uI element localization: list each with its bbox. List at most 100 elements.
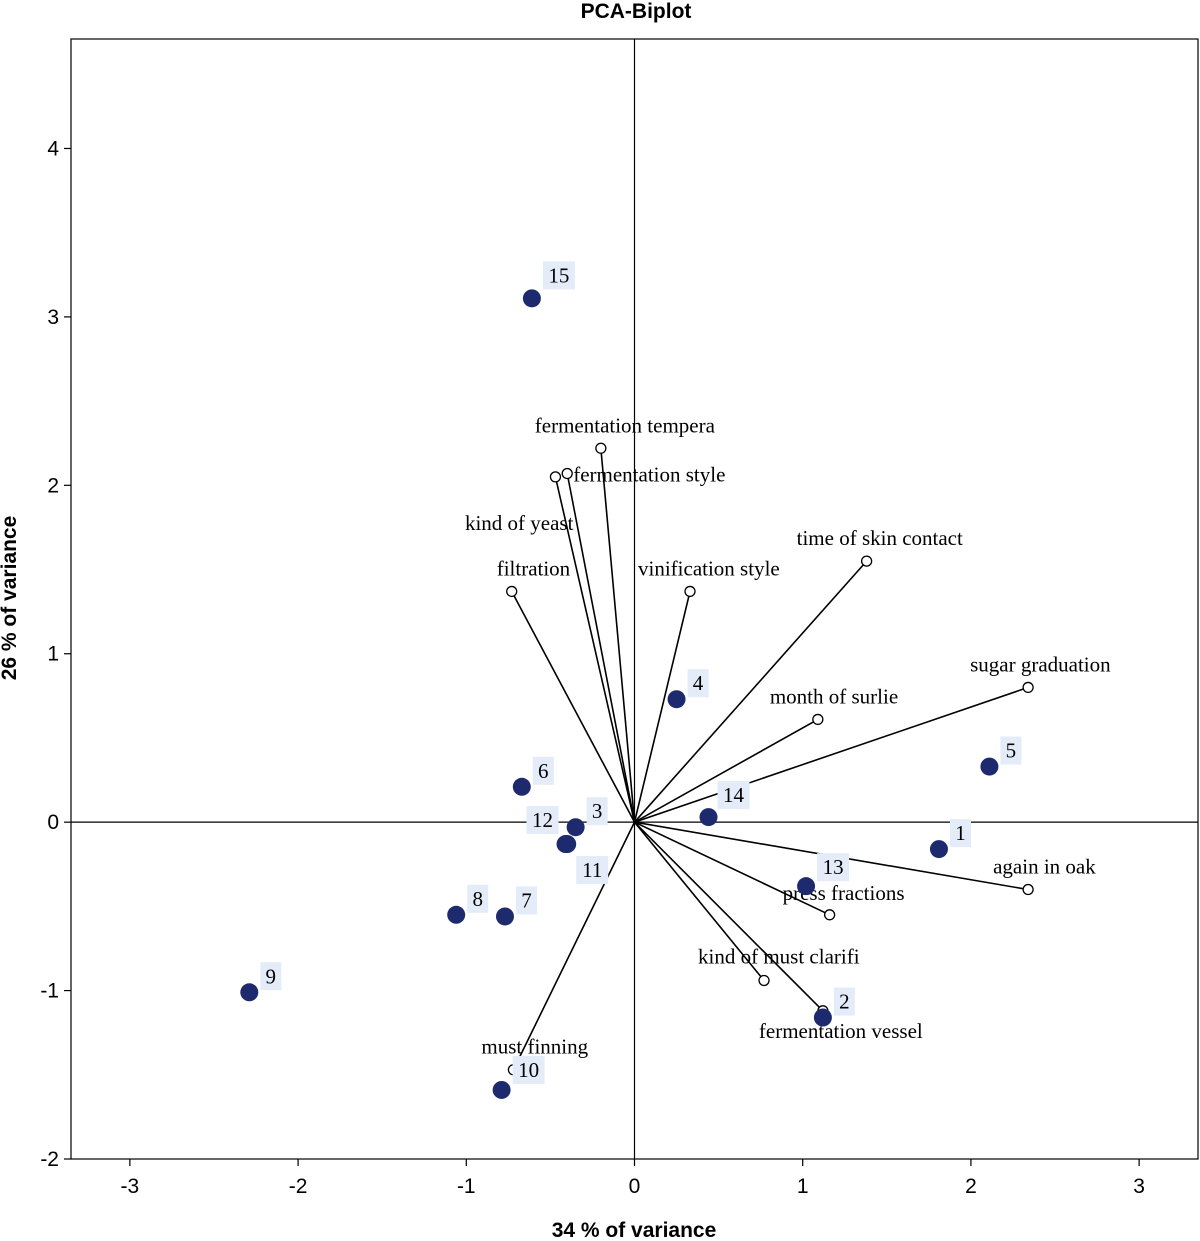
loading-vector	[633, 560, 868, 823]
point-label-background	[833, 987, 855, 1016]
loading-endpoint	[595, 442, 607, 454]
variable-label: fermentation style	[573, 463, 725, 487]
loading-endpoint	[549, 471, 562, 483]
loading-vector	[633, 821, 824, 1012]
observation-point	[667, 690, 686, 709]
observation-label: 1	[955, 821, 966, 845]
variable-label: time of skin contact	[797, 526, 963, 550]
loading-endpoint	[684, 585, 696, 598]
variable-label: month of surlie	[770, 684, 898, 708]
y-axis-title: 26 % of variance	[0, 516, 21, 681]
loading-endpoint	[812, 713, 824, 726]
observation-label: 12	[532, 808, 553, 832]
point-label-background	[512, 1055, 545, 1084]
chart-title: PCA-Biplot	[581, 0, 692, 23]
loading-endpoint	[1022, 883, 1034, 896]
loading-endpoint	[860, 555, 873, 567]
variable-label: fermentation vessel	[759, 1019, 923, 1043]
observation-label: 11	[582, 858, 602, 882]
observation-point	[522, 289, 541, 308]
observation-point	[556, 835, 575, 854]
loading-vector	[600, 448, 636, 823]
loading-vector	[634, 718, 819, 823]
observation-point	[566, 818, 585, 837]
point-label-background	[586, 797, 608, 826]
y-tick-label: 2	[47, 474, 59, 497]
loading-vector	[511, 591, 636, 823]
loading-endpoint	[506, 585, 518, 598]
loading-vector	[634, 821, 830, 916]
loading-endpoint	[823, 909, 836, 921]
point-label-background	[515, 886, 537, 915]
observation-point	[813, 1008, 832, 1027]
loading-vector	[554, 476, 636, 823]
observation-point	[797, 877, 816, 896]
observation-label: 9	[266, 964, 277, 988]
y-tick-label: 3	[47, 306, 59, 329]
observation-point	[495, 907, 514, 926]
y-tick-label: 1	[47, 643, 59, 666]
observation-label: 15	[548, 263, 569, 287]
x-tick-label: 0	[629, 1175, 641, 1198]
variable-label: kind of yeast	[465, 511, 574, 535]
variable-label: kind of must clarifi	[698, 944, 860, 968]
loading-vector	[633, 591, 691, 823]
observation-point	[492, 1080, 511, 1099]
loading-endpoint	[561, 467, 573, 480]
point-label-background	[467, 884, 489, 913]
loading-vector	[566, 473, 636, 823]
variable-label: sugar graduation	[970, 652, 1111, 676]
variable-label: again in oak	[993, 855, 1096, 879]
variable-loadings: fermentation tempera fermentation style ki…	[465, 413, 1111, 1076]
x-axis-ticks: -3 -2 -1 0 1 2 3	[121, 1159, 1145, 1198]
x-axis-title: 34 % of variance	[552, 1219, 717, 1241]
observation-label: 4	[693, 671, 704, 695]
observation-label: 6	[538, 759, 549, 783]
observation-label: 8	[472, 887, 483, 911]
loading-vector	[633, 821, 765, 981]
reference-lines	[71, 39, 1198, 1159]
observation-label: 3	[592, 799, 603, 823]
loading-endpoint	[1022, 681, 1034, 694]
y-tick-label: -1	[40, 980, 59, 1003]
x-tick-label: -1	[457, 1175, 476, 1198]
variable-label: filtration	[497, 556, 571, 580]
y-tick-label: 0	[47, 811, 59, 834]
observation-point	[447, 905, 466, 924]
x-tick-label: 2	[965, 1175, 977, 1198]
point-label-background	[817, 853, 850, 882]
point-label-background	[260, 962, 282, 991]
observation-label: 7	[521, 888, 532, 912]
x-tick-label: -3	[121, 1175, 140, 1198]
loading-vector	[512, 821, 636, 1071]
observation-point	[699, 808, 718, 827]
observation-label: 5	[1006, 739, 1017, 763]
point-label-background	[526, 806, 559, 835]
observation-point	[512, 777, 531, 796]
point-label-background	[687, 669, 709, 698]
observation-label: 13	[823, 855, 844, 879]
variable-label: fermentation tempera	[535, 413, 716, 437]
loading-endpoint	[758, 974, 770, 987]
loading-vector	[634, 686, 1029, 823]
x-tick-label: -2	[289, 1175, 308, 1198]
x-tick-label: 1	[797, 1175, 809, 1198]
x-tick-label: 3	[1133, 1175, 1145, 1198]
point-label-background	[576, 856, 609, 885]
point-label-background	[532, 756, 554, 785]
y-tick-label: 4	[47, 137, 59, 160]
point-label-background	[717, 781, 750, 810]
observation-point	[240, 983, 259, 1002]
observation-label: 2	[839, 990, 850, 1014]
y-tick-label: -2	[40, 1148, 59, 1171]
point-label-background	[949, 819, 971, 848]
observation-point	[929, 840, 948, 859]
observation-label: 14	[723, 783, 745, 807]
point-label-background	[1000, 736, 1022, 765]
y-axis-ticks: -2 -1 0 1 2 3 4	[40, 137, 71, 1171]
variable-label: must finning	[481, 1035, 588, 1059]
observation-point	[980, 757, 999, 776]
point-label-background	[542, 261, 575, 290]
